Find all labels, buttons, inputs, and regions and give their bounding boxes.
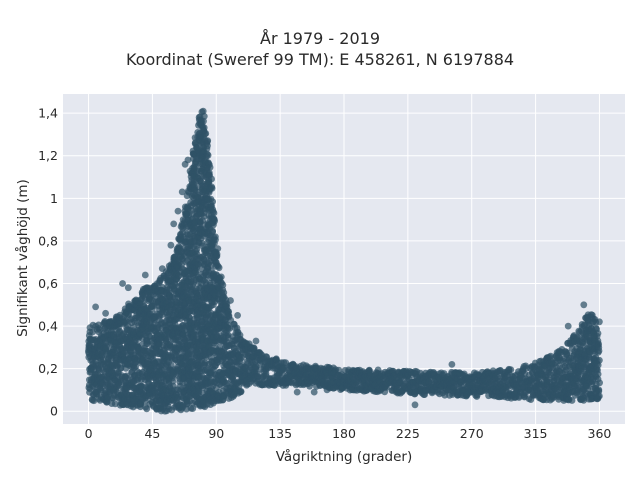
y-tick-label: 1,2 [38, 148, 58, 163]
data-point [209, 198, 217, 206]
data-point [204, 137, 212, 145]
y-tick-label: 0,4 [38, 319, 58, 334]
y-tick-label: 0,6 [38, 276, 58, 291]
chart-title-line2: Koordinat (Sweref 99 TM): E 458261, N 61… [125, 50, 515, 69]
x-tick-label: 0 [85, 426, 93, 441]
data-point [252, 337, 260, 345]
data-point [211, 217, 218, 225]
data-point [141, 271, 149, 279]
data-point [596, 318, 603, 326]
y-tick-label: 0 [50, 404, 58, 419]
y-tick-label: 0,2 [38, 361, 58, 376]
data-point [209, 227, 217, 235]
y-tick-label: 1 [50, 191, 58, 206]
data-point [510, 390, 518, 398]
data-point [158, 265, 166, 272]
x-tick-label: 360 [588, 426, 612, 441]
x-tick-label: 135 [268, 426, 292, 441]
y-tick-label: 1,4 [38, 106, 58, 121]
data-point [167, 241, 175, 249]
data-point [208, 175, 216, 183]
data-points [85, 107, 603, 415]
data-point [111, 400, 119, 408]
data-point [124, 284, 132, 292]
data-point [202, 130, 210, 137]
y-axis-ticks: 0 0,2 0,4 0,6 0,8 1 1,2 1,4 [38, 106, 58, 419]
x-tick-label: 180 [332, 426, 356, 441]
data-point [92, 303, 99, 311]
x-axis-title: Vågriktning (grader) [276, 448, 413, 465]
data-point [323, 386, 331, 394]
data-point [237, 388, 245, 396]
data-point [198, 239, 206, 247]
data-point [411, 401, 419, 409]
data-point [184, 156, 192, 164]
data-point [193, 245, 201, 253]
data-point [580, 301, 588, 309]
data-point [119, 280, 126, 287]
chart-title-line1: År 1979 - 2019 [260, 29, 380, 48]
x-tick-label: 315 [524, 426, 548, 441]
data-point [189, 405, 197, 412]
data-point [227, 297, 234, 304]
data-point [137, 403, 144, 411]
data-point [293, 388, 301, 396]
data-point [102, 309, 109, 317]
data-point [178, 188, 186, 196]
data-point [212, 233, 219, 241]
data-point [448, 361, 456, 368]
data-point [376, 386, 383, 394]
data-point [594, 330, 602, 337]
data-point [564, 322, 572, 330]
data-point [596, 392, 603, 400]
data-point [206, 164, 214, 171]
data-point [596, 379, 603, 387]
data-point [170, 220, 178, 228]
data-point [310, 388, 318, 396]
data-point [596, 356, 603, 364]
data-point [174, 207, 182, 215]
x-tick-label: 45 [144, 426, 160, 441]
x-axis-ticks: 0 45 90 135 180 225 270 315 360 [85, 426, 612, 441]
y-axis-title: Signifikant våghöjd (m) [14, 179, 31, 337]
data-point [208, 183, 216, 191]
data-point [507, 366, 515, 374]
data-point [215, 264, 223, 272]
x-tick-label: 270 [460, 426, 484, 441]
x-tick-label: 90 [208, 426, 224, 441]
data-point [200, 112, 208, 120]
data-point [210, 209, 218, 217]
x-tick-label: 225 [396, 426, 420, 441]
data-point [595, 344, 603, 351]
data-point [217, 273, 225, 281]
data-point [234, 312, 242, 319]
y-tick-label: 0,8 [38, 233, 58, 248]
data-point [214, 245, 222, 253]
data-point [595, 386, 603, 394]
data-point [204, 151, 212, 159]
